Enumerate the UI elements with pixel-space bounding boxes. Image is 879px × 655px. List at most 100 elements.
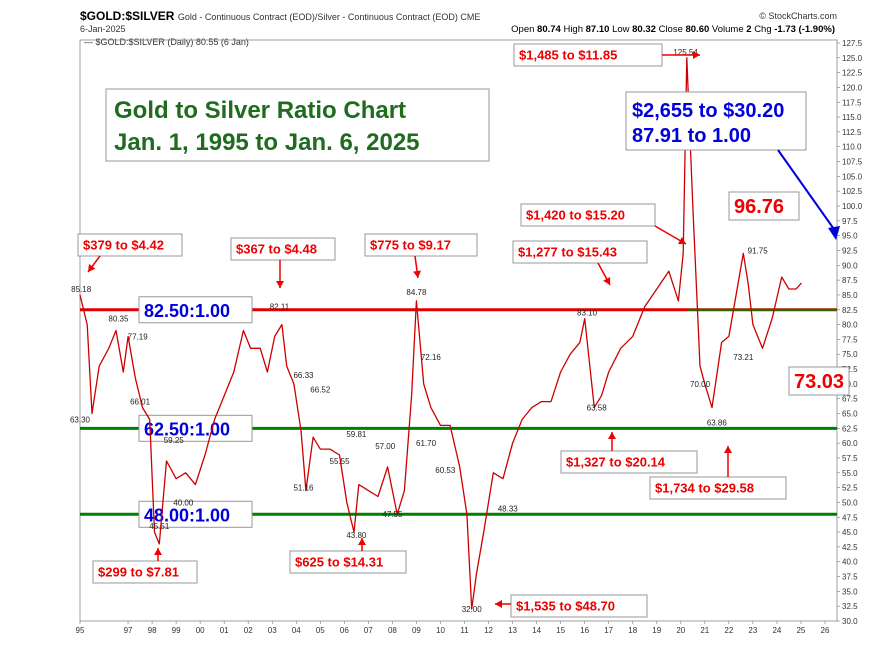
y-tick-label: 82.5	[842, 306, 858, 315]
x-tick-label: 04	[292, 626, 301, 635]
x-tick-label: 02	[244, 626, 253, 635]
annotation-label: $1,420 to $15.20	[526, 208, 625, 223]
chg-label: Chg	[754, 24, 772, 35]
peak-label: 80.35	[108, 315, 129, 324]
y-tick-label: 97.5	[842, 217, 858, 226]
ratio-level-label: 62.50:1.00	[144, 419, 230, 439]
symbol-subtitle: Gold - Continuous Contract (EOD)/Silver …	[177, 12, 481, 22]
peak-label: 40.00	[173, 498, 194, 507]
callout-ratio-text: 87.91 to 1.00	[632, 125, 751, 147]
annotation-label: $299 to $7.81	[98, 565, 179, 580]
low-value: 80.32	[632, 24, 656, 35]
y-tick-label: 90.0	[842, 261, 858, 270]
x-tick-label: 08	[388, 626, 397, 635]
y-tick-label: 35.0	[842, 587, 858, 596]
x-tick-label: 24	[772, 626, 781, 635]
plot-frame	[79, 39, 838, 622]
peak-label: 57.00	[375, 442, 396, 451]
y-tick-label: 32.5	[842, 602, 858, 611]
annotation-box	[510, 594, 648, 618]
peak-label: 66.33	[293, 371, 314, 380]
x-tick-label: 16	[580, 626, 589, 635]
volume-label: Volume	[711, 24, 744, 35]
x-tick-label: 22	[724, 626, 733, 635]
callout-arrow-head	[828, 226, 840, 240]
peak-label: 60.53	[435, 466, 456, 475]
y-tick-label: 50.0	[842, 498, 858, 507]
peak-label: 91.75	[748, 246, 769, 255]
x-tick-label: 06	[340, 626, 349, 635]
ratio-level-box	[138, 500, 253, 528]
ratio-levels: 82.50:1.00 62.50:1.00 48.00:1.00	[80, 296, 837, 528]
x-tick-label: 11	[460, 626, 469, 635]
y-tick-label: 67.5	[842, 395, 858, 404]
ratio-level-label: 48.00:1.00	[144, 505, 230, 525]
annotation-label: $1,327 to $20.14	[566, 455, 666, 470]
annotation-label: $625 to $14.31	[295, 555, 383, 570]
peak-label: 55.55	[330, 457, 351, 466]
y-tick-label: 105.0	[842, 172, 863, 181]
chart-subtitle: Jan. 1, 1995 to Jan. 6, 2025	[114, 129, 420, 156]
annotation-box	[788, 366, 850, 396]
y-tick-label: 115.0	[842, 113, 862, 122]
peak-label: 47.55	[382, 510, 403, 519]
y-tick-label: 75.0	[842, 350, 858, 359]
peak-label: 73.21	[733, 353, 754, 362]
x-tick-label: 17	[604, 626, 613, 635]
ratio-level-box	[138, 414, 253, 442]
x-tick-label: 05	[316, 626, 325, 635]
x-tick-label: 26	[821, 626, 830, 635]
annotation-arrow-head	[276, 281, 284, 288]
y-tick-label: 52.5	[842, 484, 858, 493]
open-value: 80.74	[537, 24, 561, 35]
y-tick-label: 112.5	[842, 128, 862, 137]
y-tick-label: 92.5	[842, 246, 858, 255]
peak-label: 84.78	[406, 288, 427, 297]
peak-label: 85.18	[71, 285, 92, 294]
x-tick-label: 07	[364, 626, 373, 635]
annotation-label: $379 to $4.42	[83, 238, 164, 253]
annotation-arrow-head	[88, 264, 96, 272]
x-tick-label: 95	[76, 626, 85, 635]
y-tick-label: 40.0	[842, 558, 858, 567]
annotation-box	[364, 233, 478, 257]
y-tick-label: 45.0	[842, 528, 858, 537]
x-tick-label: 97	[124, 626, 133, 635]
x-tick-label: 23	[748, 626, 757, 635]
peak-label: 45.51	[149, 522, 170, 531]
annotation-box	[520, 203, 656, 227]
peak-label: 70.00	[690, 380, 711, 389]
annotation-label: $1,485 to $11.85	[519, 48, 617, 63]
y-tick-label: 107.5	[842, 158, 863, 167]
peak-label: 83.10	[577, 309, 598, 318]
y-tick-label: 57.5	[842, 454, 858, 463]
annotation-label: $775 to $9.17	[370, 238, 451, 253]
y-tick-label: 110.0	[842, 143, 862, 152]
peak-label: 32.00	[462, 605, 483, 614]
x-tick-label: 12	[484, 626, 493, 635]
annotation-arrow-head	[154, 548, 162, 555]
peak-label: 43.80	[346, 531, 367, 540]
ratio-level-label: 82.50:1.00	[144, 301, 230, 321]
annotation-arrow-head	[358, 538, 366, 545]
peak-label: 72.16	[421, 353, 442, 362]
peak-label: 51.16	[293, 484, 314, 493]
price-annotations: $379 to $4.42 $299 to $7.81 $367 to $4.48 $…	[77, 43, 850, 618]
peak-label: 125.54	[673, 48, 698, 57]
y-tick-label: 55.0	[842, 469, 858, 478]
annotation-label: $367 to $4.48	[236, 242, 317, 257]
chart-date: 6-Jan-2025	[80, 24, 126, 34]
high-label: High	[563, 24, 583, 35]
symbol: $GOLD:$SILVER	[80, 9, 175, 23]
y-tick-label: 77.5	[842, 335, 858, 344]
peak-label: 63.86	[707, 418, 728, 427]
y-tick-label: 62.5	[842, 424, 858, 433]
y-tick-label: 100.0	[842, 202, 863, 211]
y-tick-label: 95.0	[842, 232, 858, 241]
x-tick-label: 20	[676, 626, 685, 635]
y-tick-label: 125.0	[842, 54, 863, 63]
x-axis: 95 97 98 99 00 01 02 03 04 05 06 07 08 09 10 11 12 13 14 15…	[76, 621, 830, 635]
annotation-label: $1,277 to $15.43	[518, 245, 617, 260]
peak-label: 63.58	[587, 404, 608, 413]
y-tick-label: 42.5	[842, 543, 858, 552]
